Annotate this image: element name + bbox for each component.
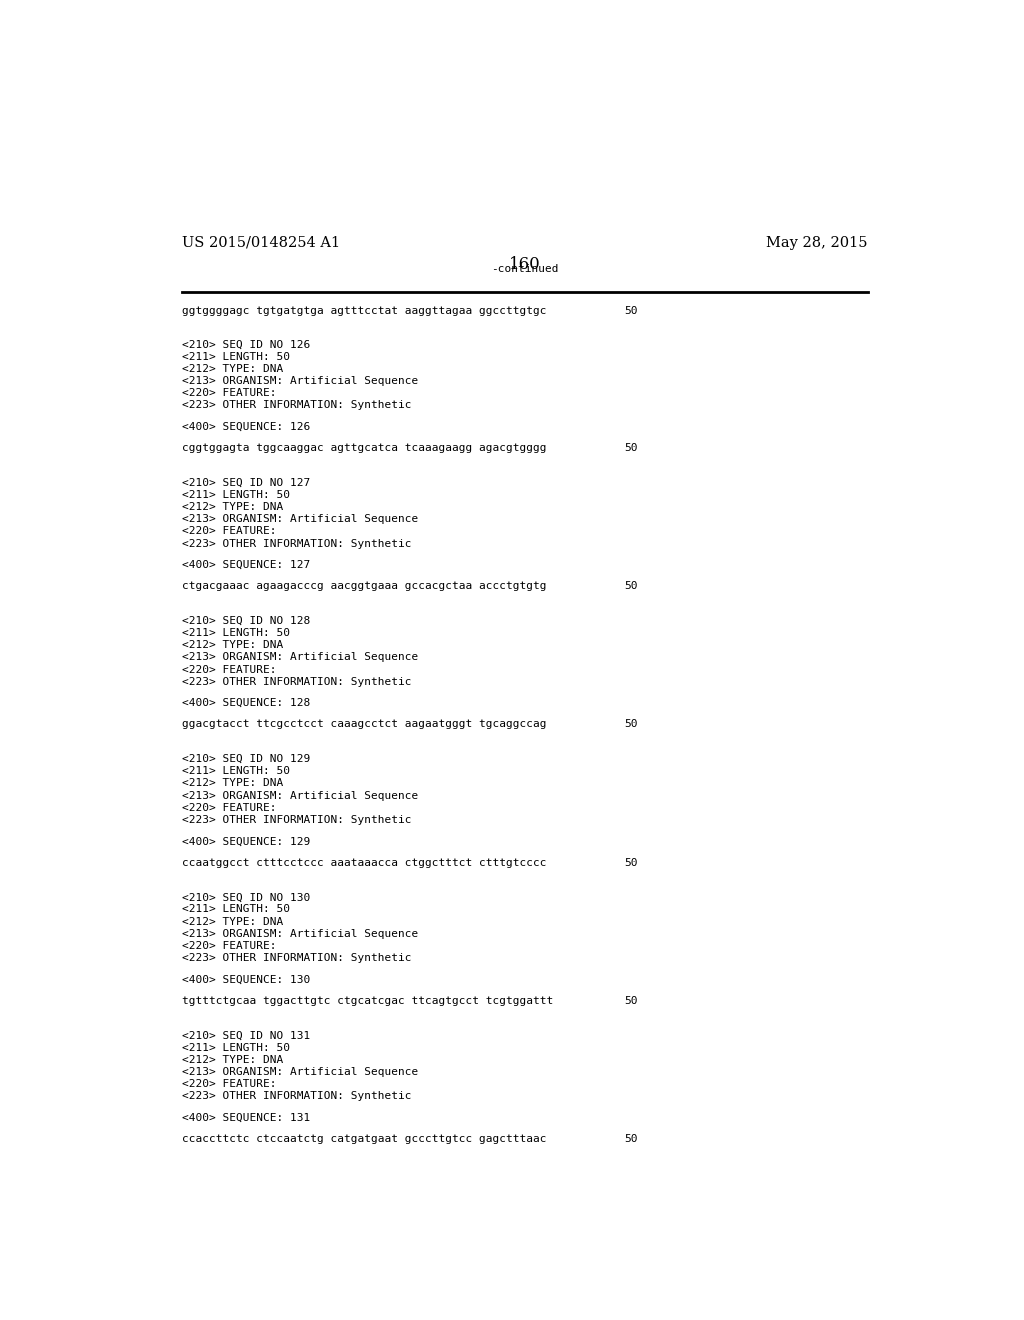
Text: <220> FEATURE:: <220> FEATURE: <box>182 664 276 675</box>
Text: 50: 50 <box>624 1134 638 1144</box>
Text: ccaccttctc ctccaatctg catgatgaat gcccttgtcc gagctttaac: ccaccttctc ctccaatctg catgatgaat gcccttg… <box>182 1134 547 1144</box>
Text: <400> SEQUENCE: 126: <400> SEQUENCE: 126 <box>182 421 310 432</box>
Text: <223> OTHER INFORMATION: Synthetic: <223> OTHER INFORMATION: Synthetic <box>182 1092 412 1101</box>
Text: <212> TYPE: DNA: <212> TYPE: DNA <box>182 502 284 512</box>
Text: <213> ORGANISM: Artificial Sequence: <213> ORGANISM: Artificial Sequence <box>182 376 418 385</box>
Text: 50: 50 <box>624 995 638 1006</box>
Text: cggtggagta tggcaaggac agttgcatca tcaaagaagg agacgtgggg: cggtggagta tggcaaggac agttgcatca tcaaaga… <box>182 444 547 453</box>
Text: <212> TYPE: DNA: <212> TYPE: DNA <box>182 779 284 788</box>
Text: ctgacgaaac agaagacccg aacggtgaaa gccacgctaa accctgtgtg: ctgacgaaac agaagacccg aacggtgaaa gccacgc… <box>182 581 547 591</box>
Text: <400> SEQUENCE: 128: <400> SEQUENCE: 128 <box>182 698 310 708</box>
Text: <211> LENGTH: 50: <211> LENGTH: 50 <box>182 628 290 638</box>
Text: <212> TYPE: DNA: <212> TYPE: DNA <box>182 640 284 651</box>
Text: <223> OTHER INFORMATION: Synthetic: <223> OTHER INFORMATION: Synthetic <box>182 400 412 411</box>
Text: <213> ORGANISM: Artificial Sequence: <213> ORGANISM: Artificial Sequence <box>182 652 418 663</box>
Text: <220> FEATURE:: <220> FEATURE: <box>182 941 276 950</box>
Text: 160: 160 <box>509 256 541 273</box>
Text: <213> ORGANISM: Artificial Sequence: <213> ORGANISM: Artificial Sequence <box>182 515 418 524</box>
Text: ccaatggcct ctttcctccc aaataaacca ctggctttct ctttgtcccc: ccaatggcct ctttcctccc aaataaacca ctggctt… <box>182 858 547 867</box>
Text: <210> SEQ ID NO 127: <210> SEQ ID NO 127 <box>182 478 310 487</box>
Text: 50: 50 <box>624 858 638 867</box>
Text: <212> TYPE: DNA: <212> TYPE: DNA <box>182 364 284 374</box>
Text: <223> OTHER INFORMATION: Synthetic: <223> OTHER INFORMATION: Synthetic <box>182 539 412 549</box>
Text: 50: 50 <box>624 719 638 730</box>
Text: <210> SEQ ID NO 130: <210> SEQ ID NO 130 <box>182 892 310 903</box>
Text: 50: 50 <box>624 306 638 315</box>
Text: <400> SEQUENCE: 131: <400> SEQUENCE: 131 <box>182 1113 310 1123</box>
Text: <212> TYPE: DNA: <212> TYPE: DNA <box>182 1055 284 1065</box>
Text: <400> SEQUENCE: 129: <400> SEQUENCE: 129 <box>182 837 310 846</box>
Text: ggacgtacct ttcgcctcct caaagcctct aagaatgggt tgcaggccag: ggacgtacct ttcgcctcct caaagcctct aagaatg… <box>182 719 547 730</box>
Text: 50: 50 <box>624 581 638 591</box>
Text: <213> ORGANISM: Artificial Sequence: <213> ORGANISM: Artificial Sequence <box>182 929 418 939</box>
Text: <210> SEQ ID NO 129: <210> SEQ ID NO 129 <box>182 754 310 764</box>
Text: <220> FEATURE:: <220> FEATURE: <box>182 388 276 399</box>
Text: May 28, 2015: May 28, 2015 <box>766 236 867 249</box>
Text: <223> OTHER INFORMATION: Synthetic: <223> OTHER INFORMATION: Synthetic <box>182 814 412 825</box>
Text: <223> OTHER INFORMATION: Synthetic: <223> OTHER INFORMATION: Synthetic <box>182 677 412 686</box>
Text: <211> LENGTH: 50: <211> LENGTH: 50 <box>182 904 290 915</box>
Text: <211> LENGTH: 50: <211> LENGTH: 50 <box>182 766 290 776</box>
Text: <400> SEQUENCE: 127: <400> SEQUENCE: 127 <box>182 560 310 570</box>
Text: -continued: -continued <box>492 264 558 275</box>
Text: <210> SEQ ID NO 131: <210> SEQ ID NO 131 <box>182 1031 310 1040</box>
Text: ggtggggagc tgtgatgtga agtttcctat aaggttagaa ggccttgtgc: ggtggggagc tgtgatgtga agtttcctat aaggtta… <box>182 306 547 315</box>
Text: <220> FEATURE:: <220> FEATURE: <box>182 803 276 813</box>
Text: <211> LENGTH: 50: <211> LENGTH: 50 <box>182 1043 290 1052</box>
Text: <213> ORGANISM: Artificial Sequence: <213> ORGANISM: Artificial Sequence <box>182 1067 418 1077</box>
Text: <210> SEQ ID NO 128: <210> SEQ ID NO 128 <box>182 615 310 626</box>
Text: 50: 50 <box>624 444 638 453</box>
Text: <212> TYPE: DNA: <212> TYPE: DNA <box>182 916 284 927</box>
Text: <220> FEATURE:: <220> FEATURE: <box>182 527 276 536</box>
Text: <220> FEATURE:: <220> FEATURE: <box>182 1080 276 1089</box>
Text: tgtttctgcaa tggacttgtc ctgcatcgac ttcagtgcct tcgtggattt: tgtttctgcaa tggacttgtc ctgcatcgac ttcagt… <box>182 995 553 1006</box>
Text: <210> SEQ ID NO 126: <210> SEQ ID NO 126 <box>182 339 310 350</box>
Text: <400> SEQUENCE: 130: <400> SEQUENCE: 130 <box>182 974 310 985</box>
Text: US 2015/0148254 A1: US 2015/0148254 A1 <box>182 236 340 249</box>
Text: <211> LENGTH: 50: <211> LENGTH: 50 <box>182 351 290 362</box>
Text: <223> OTHER INFORMATION: Synthetic: <223> OTHER INFORMATION: Synthetic <box>182 953 412 964</box>
Text: <211> LENGTH: 50: <211> LENGTH: 50 <box>182 490 290 500</box>
Text: <213> ORGANISM: Artificial Sequence: <213> ORGANISM: Artificial Sequence <box>182 791 418 801</box>
